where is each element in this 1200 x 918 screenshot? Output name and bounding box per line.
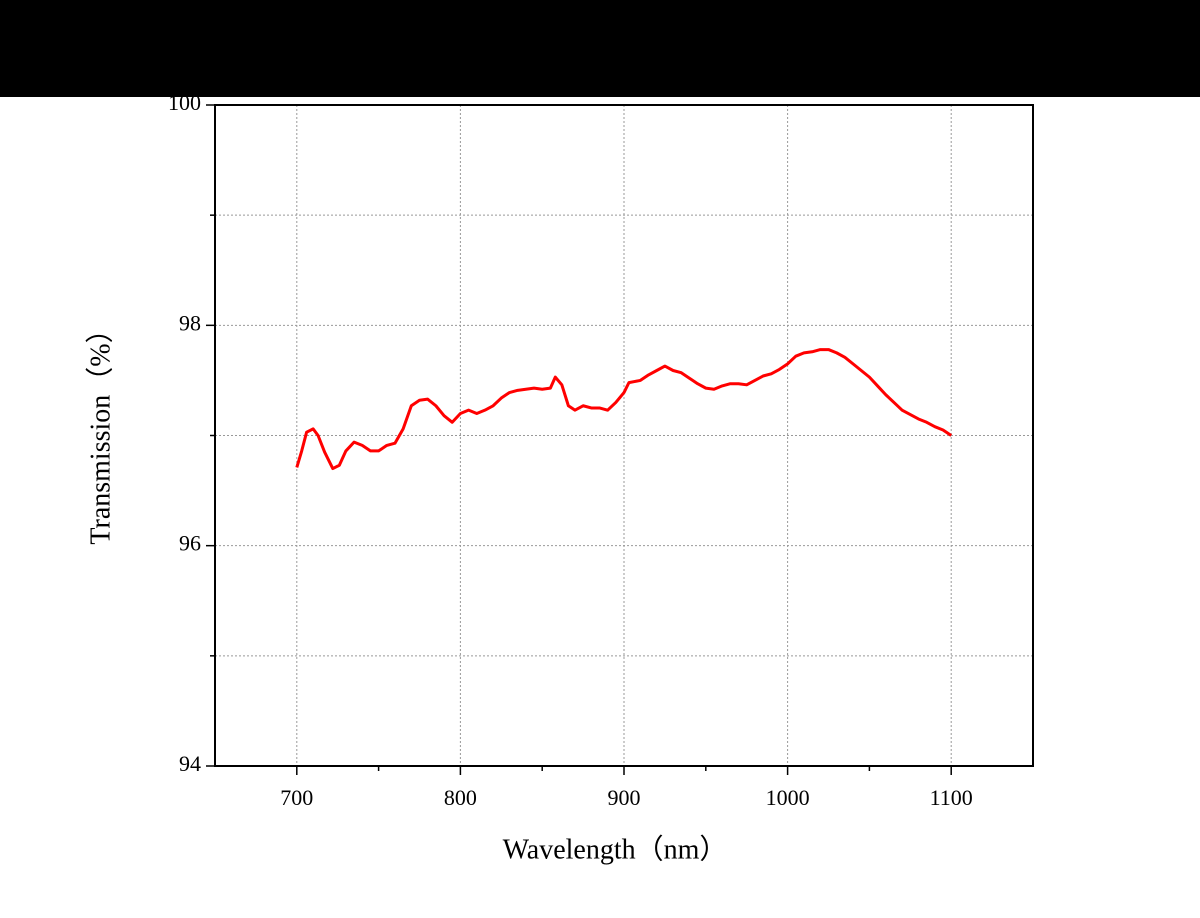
- x-axis-title: Wavelength（nm）: [503, 833, 728, 865]
- black-bar: [0, 0, 1200, 97]
- y-tick-label: 96: [179, 531, 201, 556]
- x-tick-label: 1000: [766, 785, 810, 810]
- x-tick-label: 800: [444, 785, 477, 810]
- y-tick-label: 98: [179, 310, 201, 335]
- x-tick-label: 700: [280, 785, 313, 810]
- y-axis-title: Transmission（%）: [84, 315, 116, 544]
- data-line: [295, 348, 953, 471]
- x-tick-label: 1100: [930, 785, 973, 810]
- y-tick-label: 94: [179, 751, 201, 776]
- x-tick-label: 900: [608, 785, 641, 810]
